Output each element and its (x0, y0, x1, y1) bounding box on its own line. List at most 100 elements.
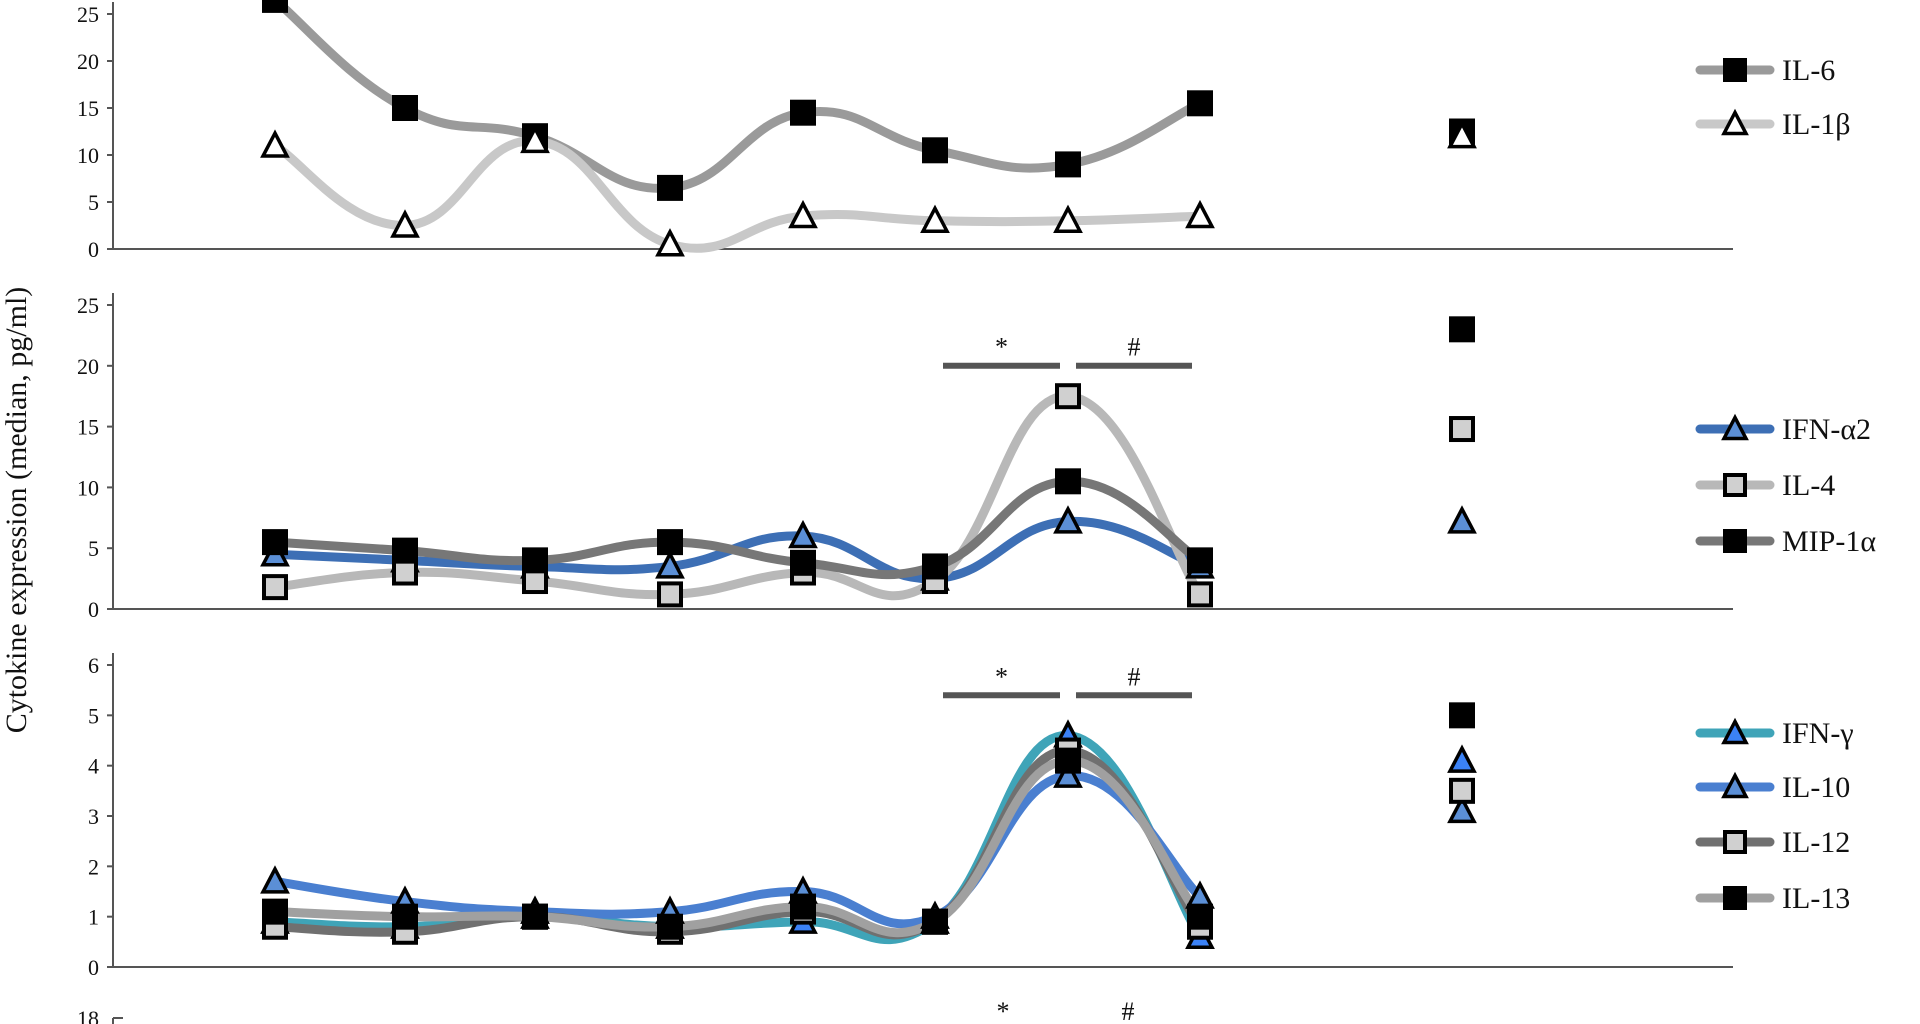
extra-data-point (1449, 416, 1475, 443)
data-point (788, 199, 818, 229)
data-point (392, 537, 418, 564)
data-point (922, 553, 948, 580)
legend-marker (1721, 771, 1749, 799)
data-point (1055, 468, 1081, 495)
data-point (920, 204, 950, 233)
panel-bottom: 0 1 2 3 4 5 6 * # IFN-γ IL-10 IL-12 IL-13 (88, 653, 1854, 980)
data-point (1055, 383, 1081, 410)
panel-middle: 0 5 10 15 20 25 * # IFN-α2 IL-4 MIP-1α (77, 293, 1876, 622)
legend-marker (1721, 108, 1749, 136)
extra-data-point (1449, 316, 1475, 343)
y-tick-label: 20 (77, 49, 99, 74)
panel-partial-bottom: 18 * # (77, 997, 1135, 1024)
significance-label: # (1122, 997, 1135, 1024)
y-tick-label: 0 (88, 955, 99, 980)
legend-marker (1721, 413, 1749, 441)
data-point (390, 209, 420, 238)
data-point (1187, 581, 1213, 608)
y-tick-label: 0 (88, 597, 99, 622)
legend-label: IL-4 (1782, 469, 1835, 502)
legend-marker (1723, 473, 1747, 497)
legend-label: IFN-α2 (1782, 413, 1871, 446)
data-point (1187, 90, 1213, 117)
legend-label: MIP-1α (1782, 525, 1876, 558)
data-point (657, 581, 683, 608)
extra-data-point (1447, 794, 1477, 824)
series-line-IFN-α2 (270, 516, 1205, 584)
y-tick-label: 0 (88, 237, 99, 262)
data-point (1053, 505, 1083, 534)
data-point (260, 865, 290, 894)
legend-label: IL-10 (1782, 771, 1850, 804)
data-point (657, 913, 683, 940)
data-point (392, 95, 418, 121)
data-point (392, 903, 418, 930)
extra-data-point (1449, 702, 1475, 729)
y-tick-label: 1 (88, 905, 99, 930)
data-point (657, 174, 683, 201)
data-point (655, 550, 685, 579)
data-point (657, 529, 683, 556)
panel-top: 0 5 10 15 20 25 IL-6 IL-1β (77, 0, 1851, 262)
legend-label: IL-12 (1782, 826, 1850, 859)
y-tick-label: 15 (77, 415, 99, 440)
y-tick-label: 5 (88, 703, 99, 728)
data-point (922, 137, 948, 164)
y-tick-label: 2 (88, 854, 99, 879)
y-tick-label: 10 (77, 143, 99, 168)
y-tick-label: 20 (77, 354, 99, 379)
significance-label: # (1128, 333, 1141, 362)
series-line-IL-1β (270, 136, 1205, 253)
y-tick-label: 18 (77, 1006, 99, 1024)
data-point (262, 529, 288, 556)
y-axis-label: Cytokine expression (median, pg/ml) (0, 287, 33, 734)
data-point (520, 124, 550, 154)
extra-data-point (1447, 505, 1477, 534)
data-point (262, 574, 288, 601)
data-point (790, 893, 816, 920)
data-point (1055, 151, 1081, 178)
data-point (788, 519, 818, 549)
y-tick-label: 6 (88, 653, 99, 678)
y-tick-label: 10 (77, 475, 99, 500)
extra-data-point (1447, 744, 1477, 773)
legend-marker (1723, 529, 1747, 553)
y-tick-label: 25 (77, 2, 99, 27)
data-point (790, 99, 816, 126)
y-tick-label: 4 (88, 754, 99, 779)
data-point (260, 129, 290, 158)
data-point (655, 228, 685, 257)
extra-data-point (1447, 119, 1477, 149)
significance-label: * (995, 333, 1008, 362)
significance-label: * (997, 997, 1010, 1024)
extra-data-point (1449, 777, 1475, 804)
data-point (1053, 759, 1083, 788)
significance-label: # (1128, 663, 1141, 692)
legend-label: IFN-γ (1782, 717, 1854, 750)
legend-marker (1723, 830, 1747, 854)
y-tick-label: 25 (77, 293, 99, 318)
data-point (392, 559, 418, 586)
series-line-IL-10 (270, 771, 1205, 929)
significance-label: * (995, 663, 1008, 692)
data-point (262, 0, 288, 13)
data-point (1187, 547, 1213, 574)
legend-marker (1723, 58, 1747, 82)
legend-label: IL-13 (1782, 882, 1850, 915)
y-tick-label: 3 (88, 804, 99, 829)
legend-marker (1721, 717, 1749, 745)
data-point (790, 549, 816, 576)
data-point (262, 898, 288, 925)
legend-label: IL-6 (1782, 54, 1835, 87)
legend-marker (1723, 886, 1747, 910)
data-point (522, 547, 548, 574)
data-point (1187, 903, 1213, 930)
data-point (522, 903, 548, 930)
legend-label: IL-1β (1782, 108, 1851, 141)
y-tick-label: 15 (77, 96, 99, 121)
data-point (1185, 199, 1215, 229)
data-point (1055, 747, 1081, 774)
y-tick-label: 5 (88, 190, 99, 215)
data-point (1053, 204, 1083, 233)
